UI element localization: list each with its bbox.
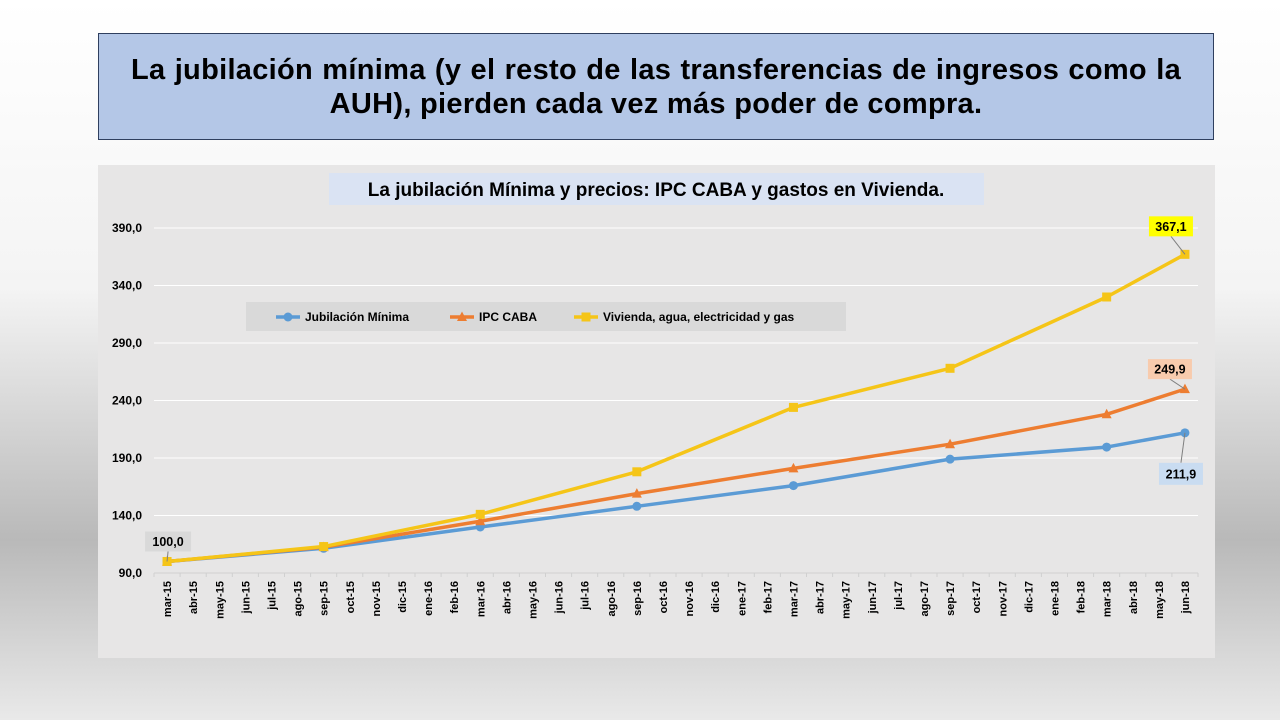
x-tick-label: mar-15 <box>162 581 174 617</box>
annotation-label: 367,1 <box>1155 220 1186 234</box>
x-tick-label: mar-16 <box>475 581 487 617</box>
annotation-leader <box>1169 378 1186 390</box>
x-tick-label: jun-18 <box>1180 581 1192 614</box>
x-tick-label: oct-15 <box>345 581 357 613</box>
series-line-2 <box>166 252 1186 564</box>
x-tick-label: feb-16 <box>449 581 461 613</box>
x-tick-label: abr-16 <box>501 581 513 614</box>
series-line-0 <box>166 431 1186 564</box>
annotation-box <box>1148 216 1193 237</box>
x-tick-label: oct-16 <box>658 581 670 613</box>
legend-marker <box>283 312 293 322</box>
data-point <box>1102 292 1112 302</box>
annotation-box <box>1147 359 1192 380</box>
annotation-label: 211,9 <box>1166 467 1197 481</box>
data-point <box>475 515 486 526</box>
data-point <box>1101 408 1112 419</box>
annotation-label: 100,0 <box>152 535 183 549</box>
chart-title: La jubilación Mínima y precios: IPC CABA… <box>368 180 944 201</box>
y-tick-label: 240,0 <box>112 394 142 408</box>
x-tick-label: feb-18 <box>1076 581 1088 613</box>
x-tick-label: jul-17 <box>893 581 905 611</box>
legend-marker <box>581 312 591 322</box>
x-tick-label: abr-15 <box>188 581 200 614</box>
y-tick-label: 90,0 <box>119 566 143 580</box>
annotation-leader <box>166 551 169 562</box>
annotation-leader <box>1180 432 1186 463</box>
x-tick-label: sep-17 <box>945 581 957 616</box>
x-tick-label: dic-15 <box>397 581 409 613</box>
x-tick-label: ene-17 <box>736 581 748 616</box>
x-tick-label: mar-18 <box>1102 581 1114 617</box>
x-tick-label: jul-15 <box>266 581 278 611</box>
headline-text: La jubilación mínima (y el resto de las … <box>131 53 1181 120</box>
x-tick-label: may-15 <box>214 581 226 619</box>
x-tick-label: jun-15 <box>240 581 252 614</box>
x-tick-label: ene-16 <box>423 581 435 616</box>
legend-label: Vivienda, agua, electricidad y gas <box>603 310 795 324</box>
x-tick-label: sep-16 <box>632 581 644 616</box>
annotation-leader <box>1170 236 1186 255</box>
legend-label: Jubilación Mínima <box>305 310 409 324</box>
annotation-box <box>1158 462 1203 485</box>
data-point <box>319 542 329 552</box>
series-line-1 <box>166 387 1186 564</box>
data-point <box>945 454 955 464</box>
x-tick-label: jun-16 <box>554 581 566 614</box>
data-point <box>1179 383 1190 394</box>
data-point <box>631 488 642 498</box>
headline-box: La jubilación mínima (y el resto de las … <box>98 33 1214 140</box>
x-tick-label: jun-17 <box>867 581 879 614</box>
x-tick-label: nov-17 <box>997 581 1009 616</box>
annotation-label: 249,9 <box>1154 363 1185 377</box>
y-tick-label: 140,0 <box>112 509 142 523</box>
x-tick-label: abr-18 <box>1128 581 1140 614</box>
x-tick-label: jul-16 <box>580 581 592 611</box>
x-tick-label: may-18 <box>1154 581 1166 619</box>
data-point <box>788 462 799 473</box>
legend-label: IPC CABA <box>479 310 537 324</box>
x-tick-label: ago-15 <box>293 581 305 616</box>
annotation-box <box>145 531 192 552</box>
data-point <box>1102 442 1112 452</box>
chart-panel: La jubilación Mínima y precios: IPC CABA… <box>98 165 1215 658</box>
data-point <box>632 501 642 511</box>
x-tick-label: ago-17 <box>919 581 931 616</box>
x-tick-label: may-16 <box>527 581 539 619</box>
x-tick-label: mar-17 <box>788 581 800 617</box>
x-tick-label: oct-17 <box>971 581 983 613</box>
x-tick-label: dic-17 <box>1023 581 1035 613</box>
x-tick-label: dic-16 <box>710 581 722 613</box>
y-tick-label: 340,0 <box>112 279 142 293</box>
legend-box <box>246 302 846 331</box>
data-point <box>632 467 642 477</box>
data-point <box>945 438 956 449</box>
x-tick-label: nov-16 <box>684 581 696 616</box>
legend-marker <box>457 311 467 321</box>
x-tick-label: nov-15 <box>371 581 383 616</box>
x-tick-label: sep-15 <box>319 581 331 616</box>
y-tick-label: 390,0 <box>112 221 142 235</box>
line-chart: La jubilación Mínima y precios: IPC CABA… <box>112 173 1203 619</box>
y-tick-label: 290,0 <box>112 336 142 350</box>
chart-title-bg <box>329 173 984 205</box>
y-tick-label: 190,0 <box>112 451 142 465</box>
data-point <box>788 481 798 491</box>
x-tick-label: may-17 <box>841 581 853 619</box>
x-tick-label: feb-17 <box>762 581 774 613</box>
x-tick-label: abr-17 <box>815 581 827 614</box>
data-point <box>788 402 798 412</box>
x-tick-label: ene-18 <box>1049 581 1061 616</box>
data-point <box>475 509 485 519</box>
x-tick-label: ago-16 <box>606 581 618 616</box>
data-point <box>945 363 955 373</box>
